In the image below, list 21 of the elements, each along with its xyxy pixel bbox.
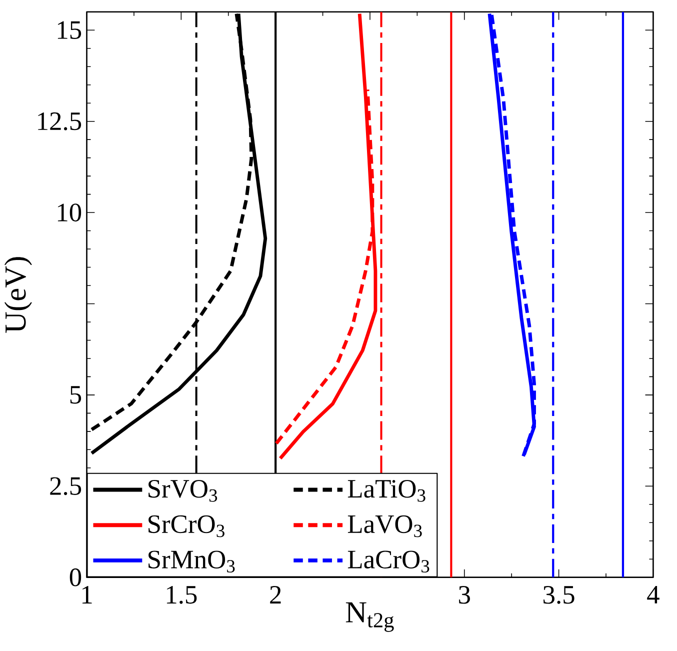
y-tick-label: 10 [58,204,82,222]
x-tick-label: 4 [647,586,660,604]
y-tick-label: 12.5 [38,112,82,130]
x-tick-label: 1.5 [166,586,197,604]
legend-label: SrCrO$_{3}$ [148,515,224,538]
line-series [278,12,378,460]
y-tick-label: 2.5 [50,477,82,496]
legend-label: LaVO$_{3}$ [348,515,422,538]
y-tick-label: 0 [70,568,82,586]
x-tick-label: 3 [459,586,470,604]
x-tick-label: 1 [82,586,92,604]
legend-label: SrMnO$_{3}$ [148,550,235,573]
x-tick-label: 2 [270,586,281,604]
x-tick-label: 3.5 [544,586,574,604]
legend-label: LaTiO$_{3}$ [348,480,426,502]
y-axis-title: U(eV) [4,257,32,333]
legend-label: LaCrO$_{3}$ [348,550,430,573]
y-tick-label: 15 [58,21,82,40]
x-axis-title: N$_{t2g}$ [346,602,394,632]
y-tick-label: 5 [70,386,82,404]
legend-label: SrVO$_{3}$ [148,480,218,502]
